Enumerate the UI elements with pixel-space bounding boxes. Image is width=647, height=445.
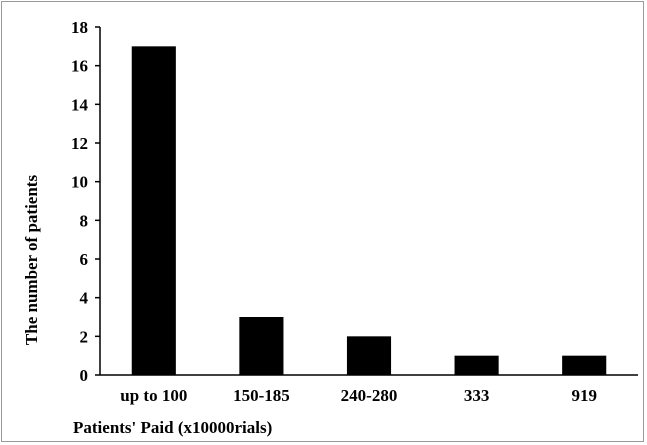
bar [562, 355, 607, 375]
y-tick-label: 8 [80, 211, 89, 230]
y-tick-label: 0 [80, 366, 89, 385]
bar [239, 317, 284, 375]
x-tick-label: up to 100 [120, 386, 187, 405]
x-tick-label: 333 [464, 386, 490, 405]
y-tick-label: 14 [71, 95, 89, 114]
y-tick-label: 16 [71, 57, 88, 76]
x-axis-title: Patients' Paid (x10000rials) [73, 418, 272, 437]
y-axis-ticks: 0 2 4 6 8 10 12 14 16 18 [71, 18, 100, 385]
x-tick-label: 240-280 [341, 386, 398, 405]
y-tick-label: 10 [71, 173, 88, 192]
y-tick-label: 6 [80, 250, 89, 269]
y-tick-label: 12 [71, 134, 88, 153]
bar [346, 336, 392, 375]
bars [131, 46, 607, 375]
bar [131, 46, 176, 375]
y-tick-label: 18 [71, 18, 88, 37]
x-tick-label: 919 [571, 386, 597, 405]
x-axis-ticks: up to 100 150-185 240-280 333 919 [120, 386, 597, 405]
y-tick-label: 4 [80, 289, 89, 308]
y-tick-label: 2 [80, 327, 89, 346]
y-axis-title: The number of patients [22, 175, 41, 346]
bar [454, 355, 499, 375]
x-tick-label: 150-185 [233, 386, 290, 405]
